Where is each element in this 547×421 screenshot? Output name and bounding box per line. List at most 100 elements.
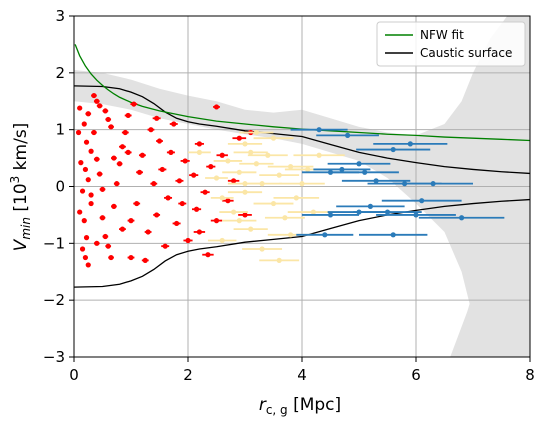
- blue-point: [373, 178, 379, 184]
- yellow-point: [270, 135, 277, 141]
- yellow-point: [293, 195, 299, 201]
- red-point: [102, 233, 108, 240]
- red-point: [179, 200, 185, 207]
- yellow-point: [299, 181, 305, 187]
- yellow-point: [276, 257, 282, 263]
- red-point: [128, 254, 134, 261]
- red-point: [174, 220, 180, 227]
- blue-point: [390, 146, 396, 153]
- red-point: [185, 237, 191, 244]
- yellow-point: [236, 169, 242, 175]
- blue-point: [419, 198, 425, 204]
- x-axis-label-main: r: [259, 395, 267, 415]
- blue-point: [339, 166, 345, 173]
- red-point: [114, 181, 120, 187]
- red-point: [148, 127, 154, 133]
- x-axis-label-subscript: c, g: [266, 403, 288, 417]
- y-axis-label-main: V: [11, 238, 31, 251]
- yellow-point: [305, 166, 311, 173]
- legend-caustic-label: Caustic surface: [420, 46, 512, 60]
- yellow-point: [253, 129, 259, 136]
- x-axis-label-unit: [Mpc]: [288, 395, 341, 415]
- red-point: [213, 218, 220, 224]
- blue-point: [356, 161, 362, 167]
- y-tick-label: −2: [43, 291, 65, 309]
- red-point: [108, 254, 114, 261]
- red-point: [94, 156, 100, 162]
- yellow-point: [196, 149, 202, 155]
- red-point: [94, 98, 100, 104]
- blue-point: [322, 232, 328, 238]
- red-point: [168, 149, 174, 155]
- red-point: [83, 139, 90, 145]
- y-axis-label-subscript: min: [19, 217, 33, 240]
- yellow-point: [242, 181, 248, 187]
- yellow-point: [231, 209, 237, 215]
- red-point: [193, 206, 200, 212]
- y-tick-label: 0: [55, 178, 65, 196]
- blue-point: [327, 212, 334, 218]
- red-point: [139, 152, 145, 158]
- blue-point: [362, 169, 368, 175]
- red-point: [205, 252, 211, 258]
- yellow-point: [253, 161, 259, 167]
- red-point: [97, 171, 103, 177]
- yellow-point: [265, 152, 271, 158]
- caustic-upper-line: [74, 85, 530, 175]
- y-axis-label-superscript: 3: [8, 176, 22, 184]
- red-point: [231, 178, 237, 184]
- red-point: [79, 188, 86, 194]
- y-tick-label: 1: [55, 121, 65, 139]
- x-tick-label: 4: [297, 366, 307, 384]
- red-point: [225, 198, 231, 204]
- red-point: [99, 215, 106, 221]
- blue-point: [367, 203, 373, 209]
- blue-point: [430, 181, 436, 187]
- red-point: [77, 209, 83, 215]
- yellow-point: [219, 195, 225, 201]
- blue-point: [345, 132, 351, 138]
- red-point: [125, 112, 131, 119]
- red-point: [182, 158, 188, 164]
- y-axis-label: Vmin [103 km/s]: [8, 123, 33, 252]
- grid: [74, 16, 530, 357]
- legend: NFW fit Caustic surface: [376, 21, 526, 67]
- red-point: [82, 254, 88, 261]
- red-point: [176, 178, 183, 184]
- yellow-point: [282, 215, 288, 221]
- red-point: [196, 141, 202, 147]
- y-axis-label-text: [10: [11, 183, 31, 217]
- y-tick-label: −3: [43, 348, 65, 366]
- red-point: [77, 105, 83, 111]
- red-point: [119, 226, 126, 232]
- red-point: [162, 243, 168, 249]
- red-point: [219, 152, 225, 158]
- red-point: [242, 212, 248, 218]
- red-point: [111, 203, 117, 209]
- red-point: [156, 138, 163, 144]
- red-point: [82, 166, 88, 173]
- blue-point: [356, 209, 362, 215]
- yellow-point: [270, 200, 277, 207]
- red-point: [91, 92, 97, 99]
- yellow-point: [242, 141, 248, 147]
- red-point: [85, 262, 91, 268]
- y-tick-label: −1: [43, 234, 65, 252]
- legend-box: [376, 21, 526, 67]
- red-point: [91, 129, 97, 136]
- red-point: [99, 186, 106, 192]
- red-point: [213, 104, 220, 110]
- red-point: [108, 124, 114, 130]
- yellow-point: [288, 232, 294, 238]
- red-point: [105, 243, 111, 249]
- red-point: [122, 129, 128, 136]
- curves: [74, 44, 530, 288]
- yellow-point: [236, 218, 242, 224]
- plot-area: [74, 16, 530, 357]
- red-point: [75, 129, 82, 136]
- blue-point: [459, 215, 465, 221]
- red-point: [102, 108, 108, 114]
- red-point: [117, 161, 123, 167]
- red-point: [136, 169, 143, 175]
- x-tick-label: 8: [525, 366, 535, 384]
